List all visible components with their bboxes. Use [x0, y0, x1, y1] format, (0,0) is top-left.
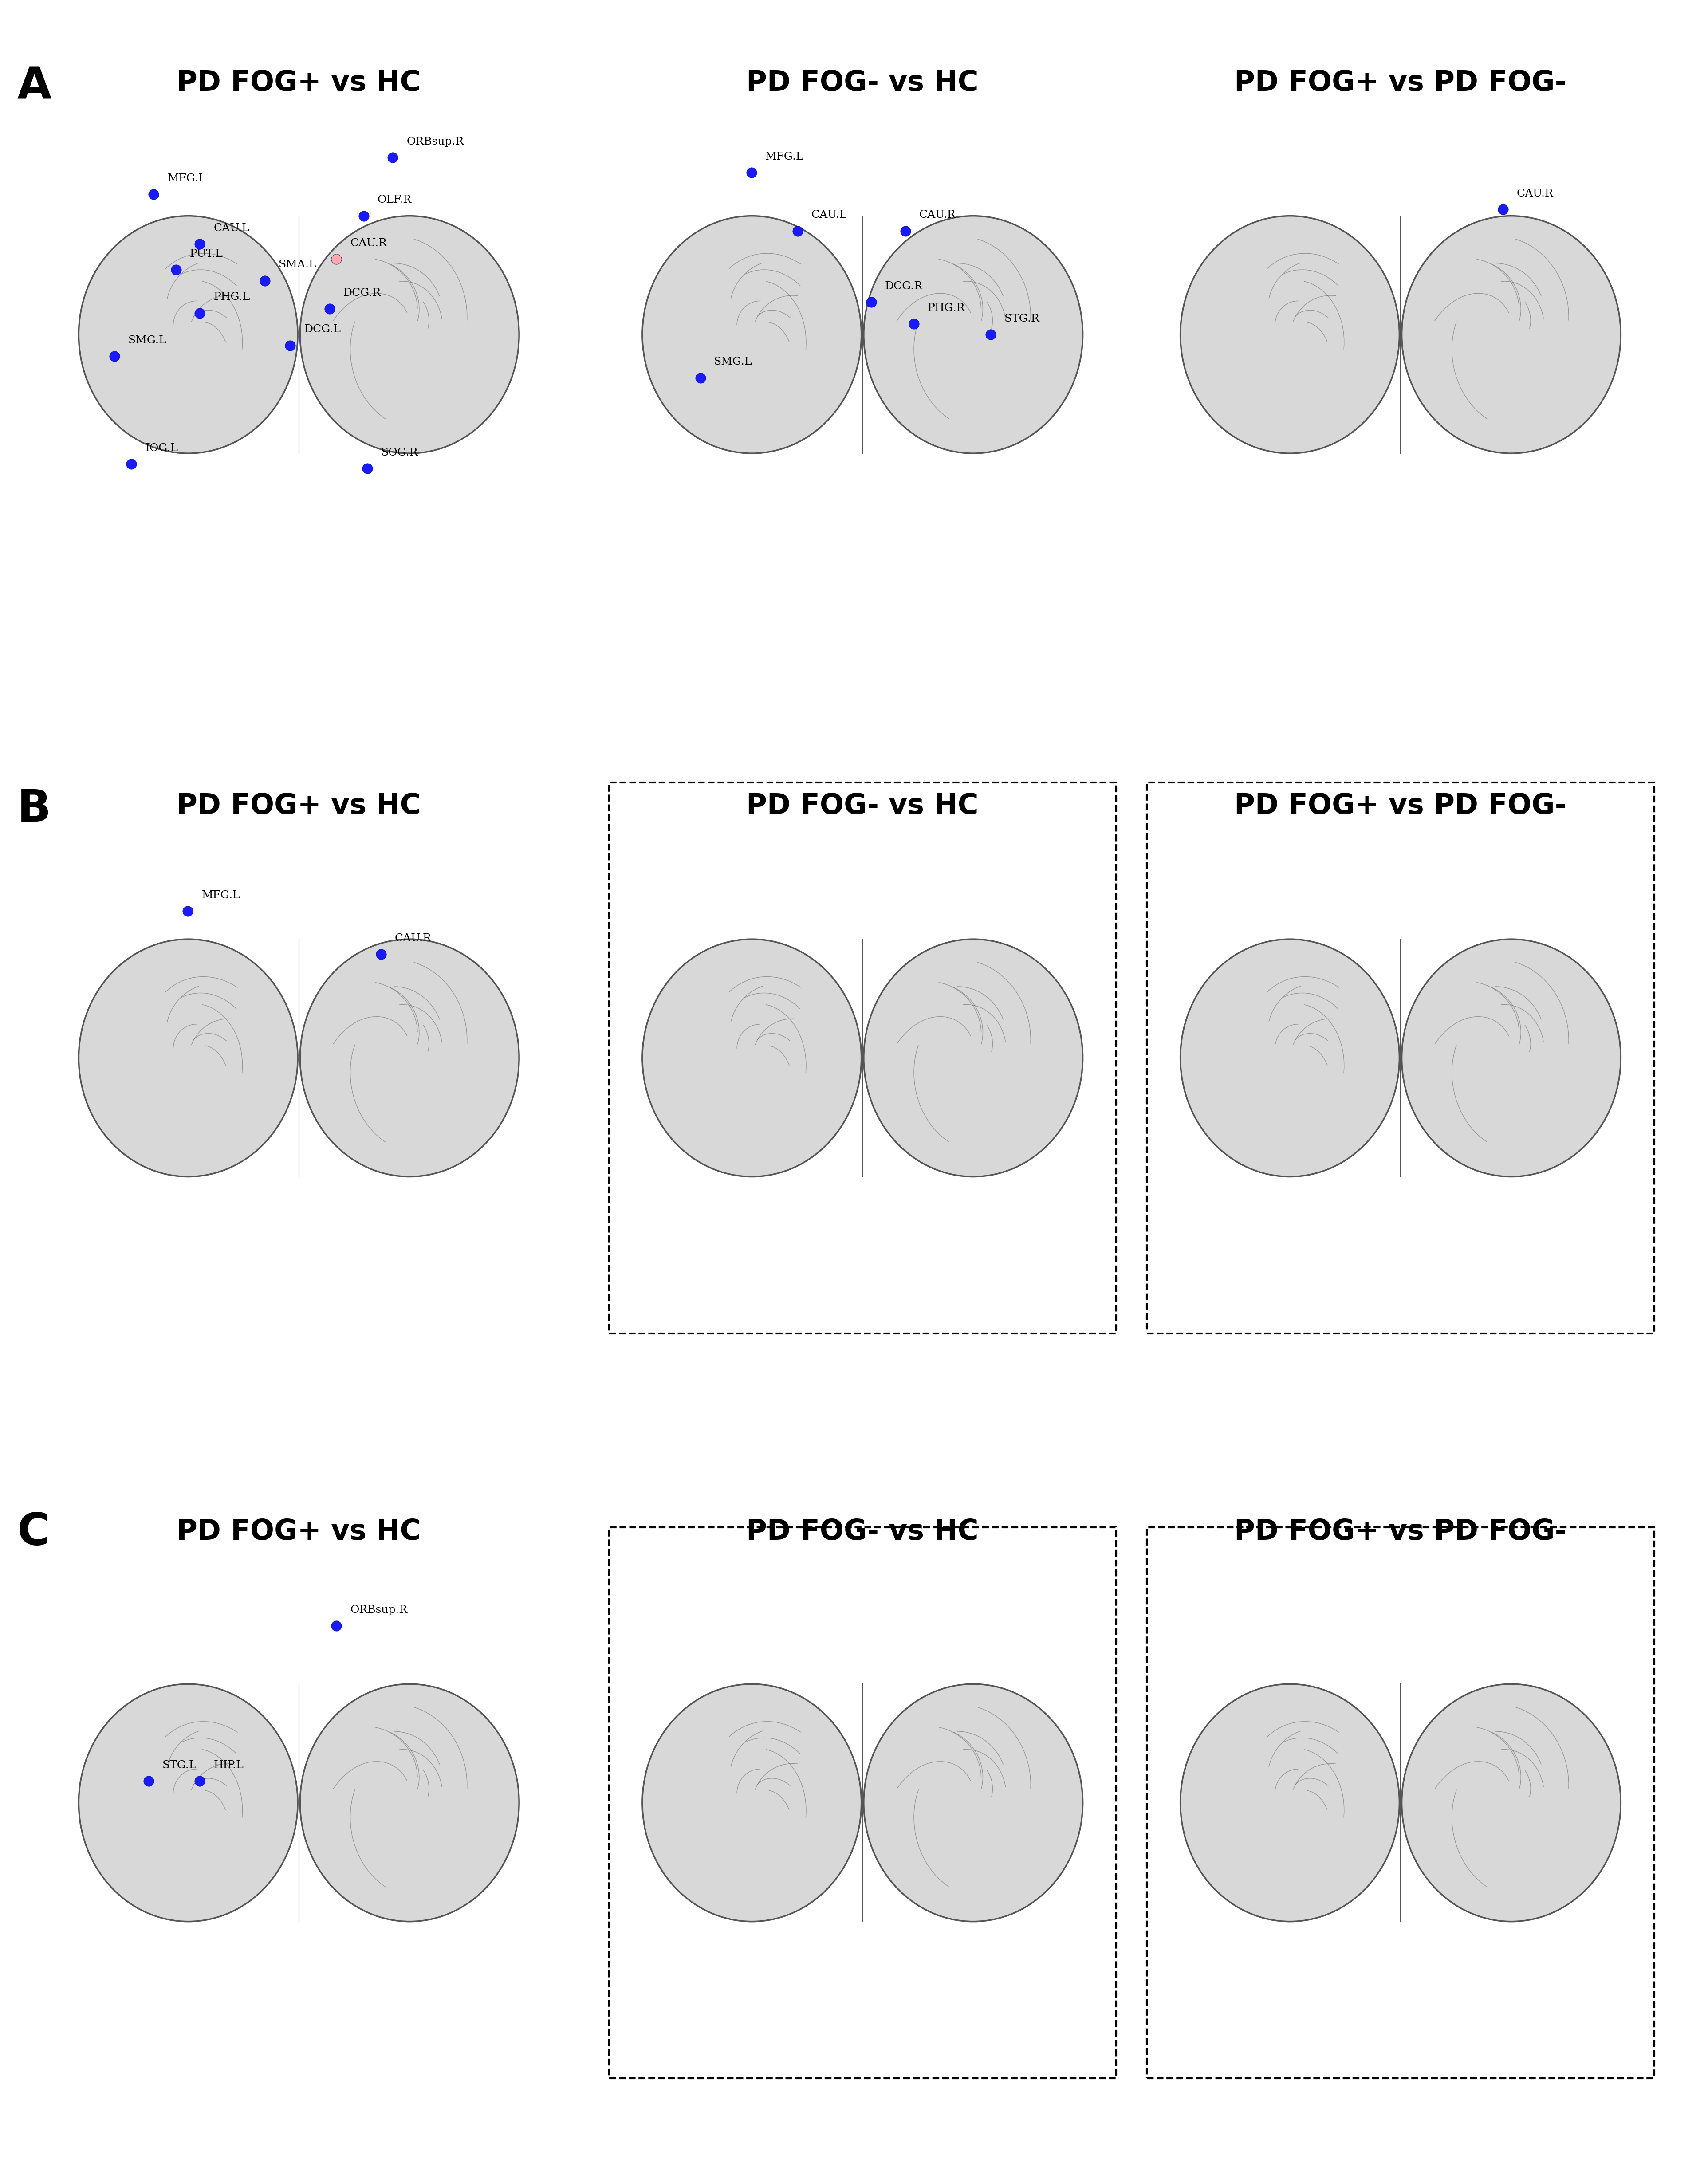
Text: CAU.R: CAU.R — [1517, 188, 1553, 199]
Text: CAU.L: CAU.L — [811, 209, 847, 220]
Text: A: A — [17, 65, 51, 108]
Ellipse shape — [1180, 939, 1399, 1177]
Text: PHG.R: PHG.R — [927, 302, 965, 313]
Text: PD FOG+ vs HC: PD FOG+ vs HC — [178, 69, 420, 97]
Text: SMG.L: SMG.L — [714, 356, 753, 367]
Point — [162, 253, 190, 287]
Point — [174, 894, 202, 928]
Text: MFG.L: MFG.L — [765, 151, 803, 162]
Text: PD FOG- vs HC: PD FOG- vs HC — [746, 1518, 979, 1546]
Bar — [608, 782, 1117, 1334]
Text: CAU.R: CAU.R — [350, 237, 386, 248]
Text: CAU.R: CAU.R — [395, 933, 430, 943]
Text: HIP.L: HIP.L — [214, 1760, 244, 1770]
Point — [101, 339, 128, 374]
Text: ORBsup.R: ORBsup.R — [407, 136, 465, 147]
Text: PD FOG+ vs PD FOG-: PD FOG+ vs PD FOG- — [1235, 69, 1566, 97]
Point — [323, 242, 350, 276]
Point — [900, 307, 927, 341]
Point — [738, 155, 765, 190]
Text: SMA.L: SMA.L — [278, 259, 316, 270]
Text: PD FOG+ vs HC: PD FOG+ vs HC — [178, 1518, 420, 1546]
Text: DCG.R: DCG.R — [885, 281, 922, 291]
Ellipse shape — [642, 939, 861, 1177]
Point — [140, 177, 167, 212]
Text: PD FOG+ vs PD FOG-: PD FOG+ vs PD FOG- — [1235, 792, 1566, 820]
Point — [118, 447, 145, 481]
Point — [857, 285, 885, 320]
Ellipse shape — [1402, 1684, 1621, 1922]
Point — [977, 317, 1004, 352]
Text: C: C — [17, 1511, 50, 1554]
Point — [350, 199, 377, 233]
Point — [784, 214, 811, 248]
Ellipse shape — [301, 1684, 519, 1922]
Ellipse shape — [1402, 939, 1621, 1177]
Ellipse shape — [79, 216, 297, 453]
Ellipse shape — [642, 216, 861, 453]
Bar — [608, 1526, 1117, 2079]
Text: SOG.R: SOG.R — [381, 447, 418, 458]
Text: DCG.L: DCG.L — [304, 324, 342, 335]
Point — [367, 937, 395, 972]
Point — [186, 296, 214, 330]
Point — [277, 328, 304, 363]
Point — [186, 1764, 214, 1798]
Bar — [1148, 1526, 1655, 2079]
Ellipse shape — [1180, 216, 1399, 453]
Text: OLF.R: OLF.R — [377, 194, 412, 205]
Text: B: B — [17, 788, 51, 831]
Point — [1489, 192, 1517, 227]
Ellipse shape — [1402, 216, 1621, 453]
Point — [135, 1764, 162, 1798]
Point — [251, 263, 278, 298]
Text: PD FOG- vs HC: PD FOG- vs HC — [746, 69, 979, 97]
Text: SMG.L: SMG.L — [128, 335, 166, 345]
Ellipse shape — [864, 939, 1083, 1177]
Ellipse shape — [642, 1684, 861, 1922]
Point — [687, 361, 714, 395]
Ellipse shape — [864, 216, 1083, 453]
Ellipse shape — [1180, 1684, 1399, 1922]
Point — [354, 451, 381, 486]
Text: PD FOG+ vs PD FOG-: PD FOG+ vs PD FOG- — [1235, 1518, 1566, 1546]
Text: MFG.L: MFG.L — [167, 173, 205, 184]
Ellipse shape — [79, 1684, 297, 1922]
Text: MFG.L: MFG.L — [202, 890, 239, 900]
Text: DCG.R: DCG.R — [343, 287, 381, 298]
Ellipse shape — [79, 939, 297, 1177]
Point — [892, 214, 919, 248]
Text: IOG.L: IOG.L — [145, 443, 178, 453]
Text: PHG.L: PHG.L — [214, 291, 249, 302]
Ellipse shape — [301, 216, 519, 453]
Text: PD FOG+ vs HC: PD FOG+ vs HC — [178, 792, 420, 820]
Bar — [1148, 782, 1655, 1334]
Text: STG.R: STG.R — [1004, 313, 1040, 324]
Ellipse shape — [864, 1684, 1083, 1922]
Text: CAU.L: CAU.L — [214, 222, 249, 233]
Point — [379, 140, 407, 175]
Ellipse shape — [301, 939, 519, 1177]
Text: PD FOG- vs HC: PD FOG- vs HC — [746, 792, 979, 820]
Text: ORBsup.R: ORBsup.R — [350, 1604, 408, 1615]
Text: PUT.L: PUT.L — [190, 248, 222, 259]
Point — [186, 227, 214, 261]
Point — [316, 291, 343, 326]
Point — [323, 1608, 350, 1643]
Text: CAU.R: CAU.R — [919, 209, 955, 220]
Text: STG.L: STG.L — [162, 1760, 196, 1770]
